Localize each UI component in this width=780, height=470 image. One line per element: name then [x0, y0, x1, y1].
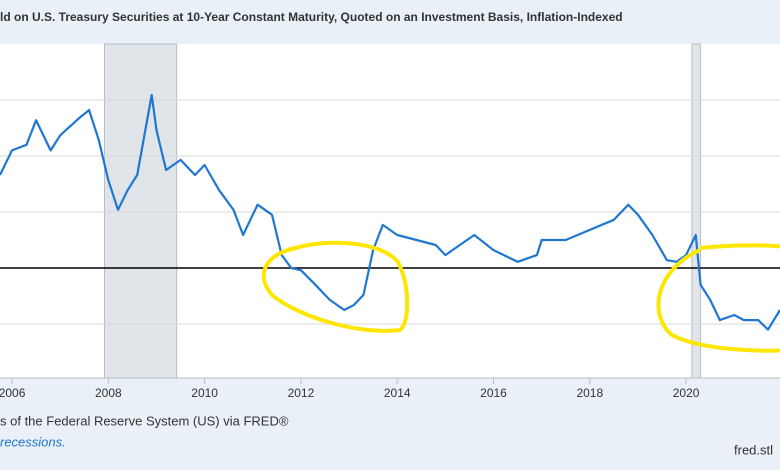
x-tick-label: 2014 — [384, 386, 411, 400]
x-tick-label: 2012 — [288, 386, 315, 400]
x-tick-label: 2006 — [0, 386, 26, 400]
highlight-circle — [656, 243, 780, 353]
recession-band — [691, 43, 702, 379]
source: s of the Federal Reserve System (US) via… — [0, 413, 289, 428]
x-tick-label: 2018 — [576, 386, 603, 400]
site: fred.stl — [734, 442, 773, 457]
x-tick-label: 2010 — [191, 386, 218, 400]
x-tick-label: 2008 — [95, 386, 122, 400]
chart-title: ld on U.S. Treasury Securities at 10-Yea… — [0, 10, 623, 24]
note: recessions. — [0, 434, 66, 449]
x-tick-label: 2016 — [480, 386, 507, 400]
x-tick-label: 2020 — [673, 386, 700, 400]
highlight-circle — [261, 240, 410, 333]
data-line — [0, 93, 780, 331]
plot: -1012320062008201020122014201620182020 — [0, 43, 780, 400]
recession-band — [103, 43, 178, 379]
